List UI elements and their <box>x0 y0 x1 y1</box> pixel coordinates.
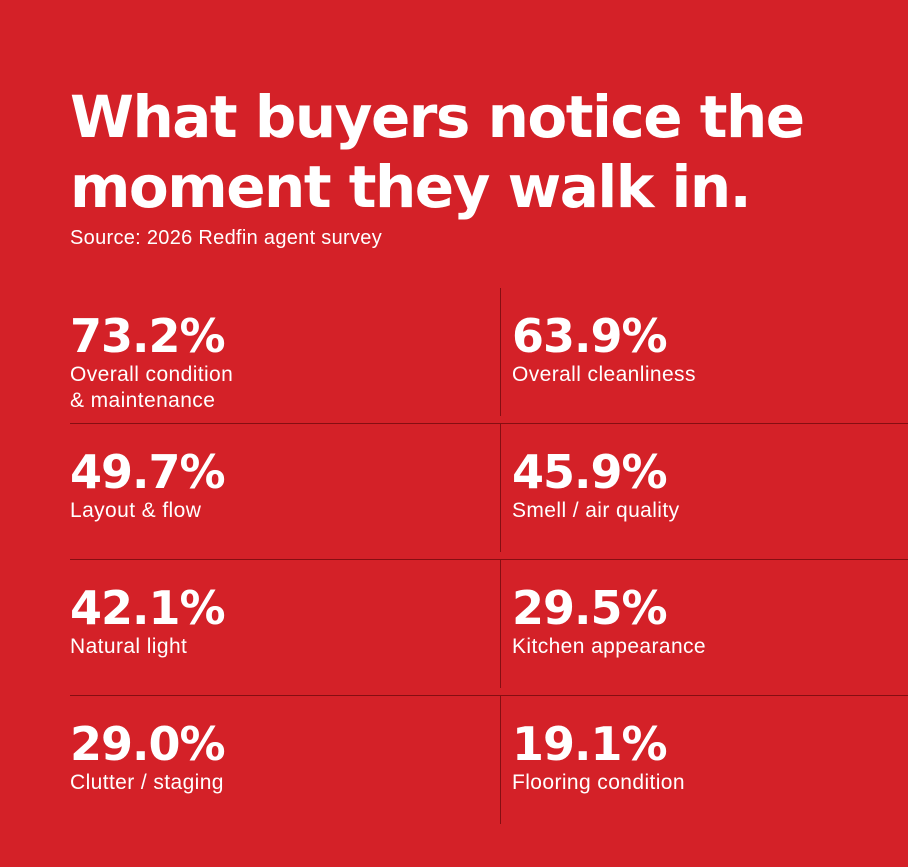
column-divider <box>500 424 501 552</box>
stat-label: Clutter / staging <box>70 771 224 794</box>
stat-label: Kitchen appearance <box>512 635 707 658</box>
stat-value: 49.7% <box>70 445 226 499</box>
row-divider <box>70 695 908 696</box>
row-divider <box>70 559 908 560</box>
chart-title-line-2: moment they walk in. <box>70 153 752 221</box>
stat-value: 29.5% <box>512 581 668 635</box>
row-divider <box>70 423 908 424</box>
stat-cell: 29.0% Clutter / staging <box>70 718 470 796</box>
stat-value: 45.9% <box>512 445 668 499</box>
stat-value: 29.0% <box>70 717 226 771</box>
column-divider <box>500 696 501 824</box>
stat-label: Overall cleanliness <box>512 363 696 386</box>
stat-label: Flooring condition <box>512 771 685 794</box>
stat-cell: 49.7% Layout & flow <box>70 446 470 524</box>
stat-value: 42.1% <box>70 581 226 635</box>
stat-value: 63.9% <box>512 309 668 363</box>
column-divider <box>500 288 501 416</box>
chart-title-line-1: What buyers notice the <box>70 83 805 151</box>
stat-label: Overall condition <box>70 363 234 386</box>
chart-title: What buyers notice the moment they walk … <box>70 82 880 222</box>
stat-label: & maintenance <box>70 389 216 412</box>
stat-cell: 63.9% Overall cleanliness <box>512 310 908 388</box>
chart-source: Source: 2026 Redfin agent survey <box>70 227 383 249</box>
stat-value: 19.1% <box>512 717 668 771</box>
stat-label: Natural light <box>70 635 188 658</box>
stat-value: 73.2% <box>70 309 226 363</box>
stat-label: Layout & flow <box>70 499 202 522</box>
column-divider <box>500 560 501 688</box>
stat-cell: 29.5% Kitchen appearance <box>512 582 908 660</box>
stat-cell: 45.9% Smell / air quality <box>512 446 908 524</box>
stat-label: Smell / air quality <box>512 499 680 522</box>
stat-cell: 73.2% Overall condition & maintenance <box>70 310 470 414</box>
stat-cell: 42.1% Natural light <box>70 582 470 660</box>
stat-cell: 19.1% Flooring condition <box>512 718 908 796</box>
